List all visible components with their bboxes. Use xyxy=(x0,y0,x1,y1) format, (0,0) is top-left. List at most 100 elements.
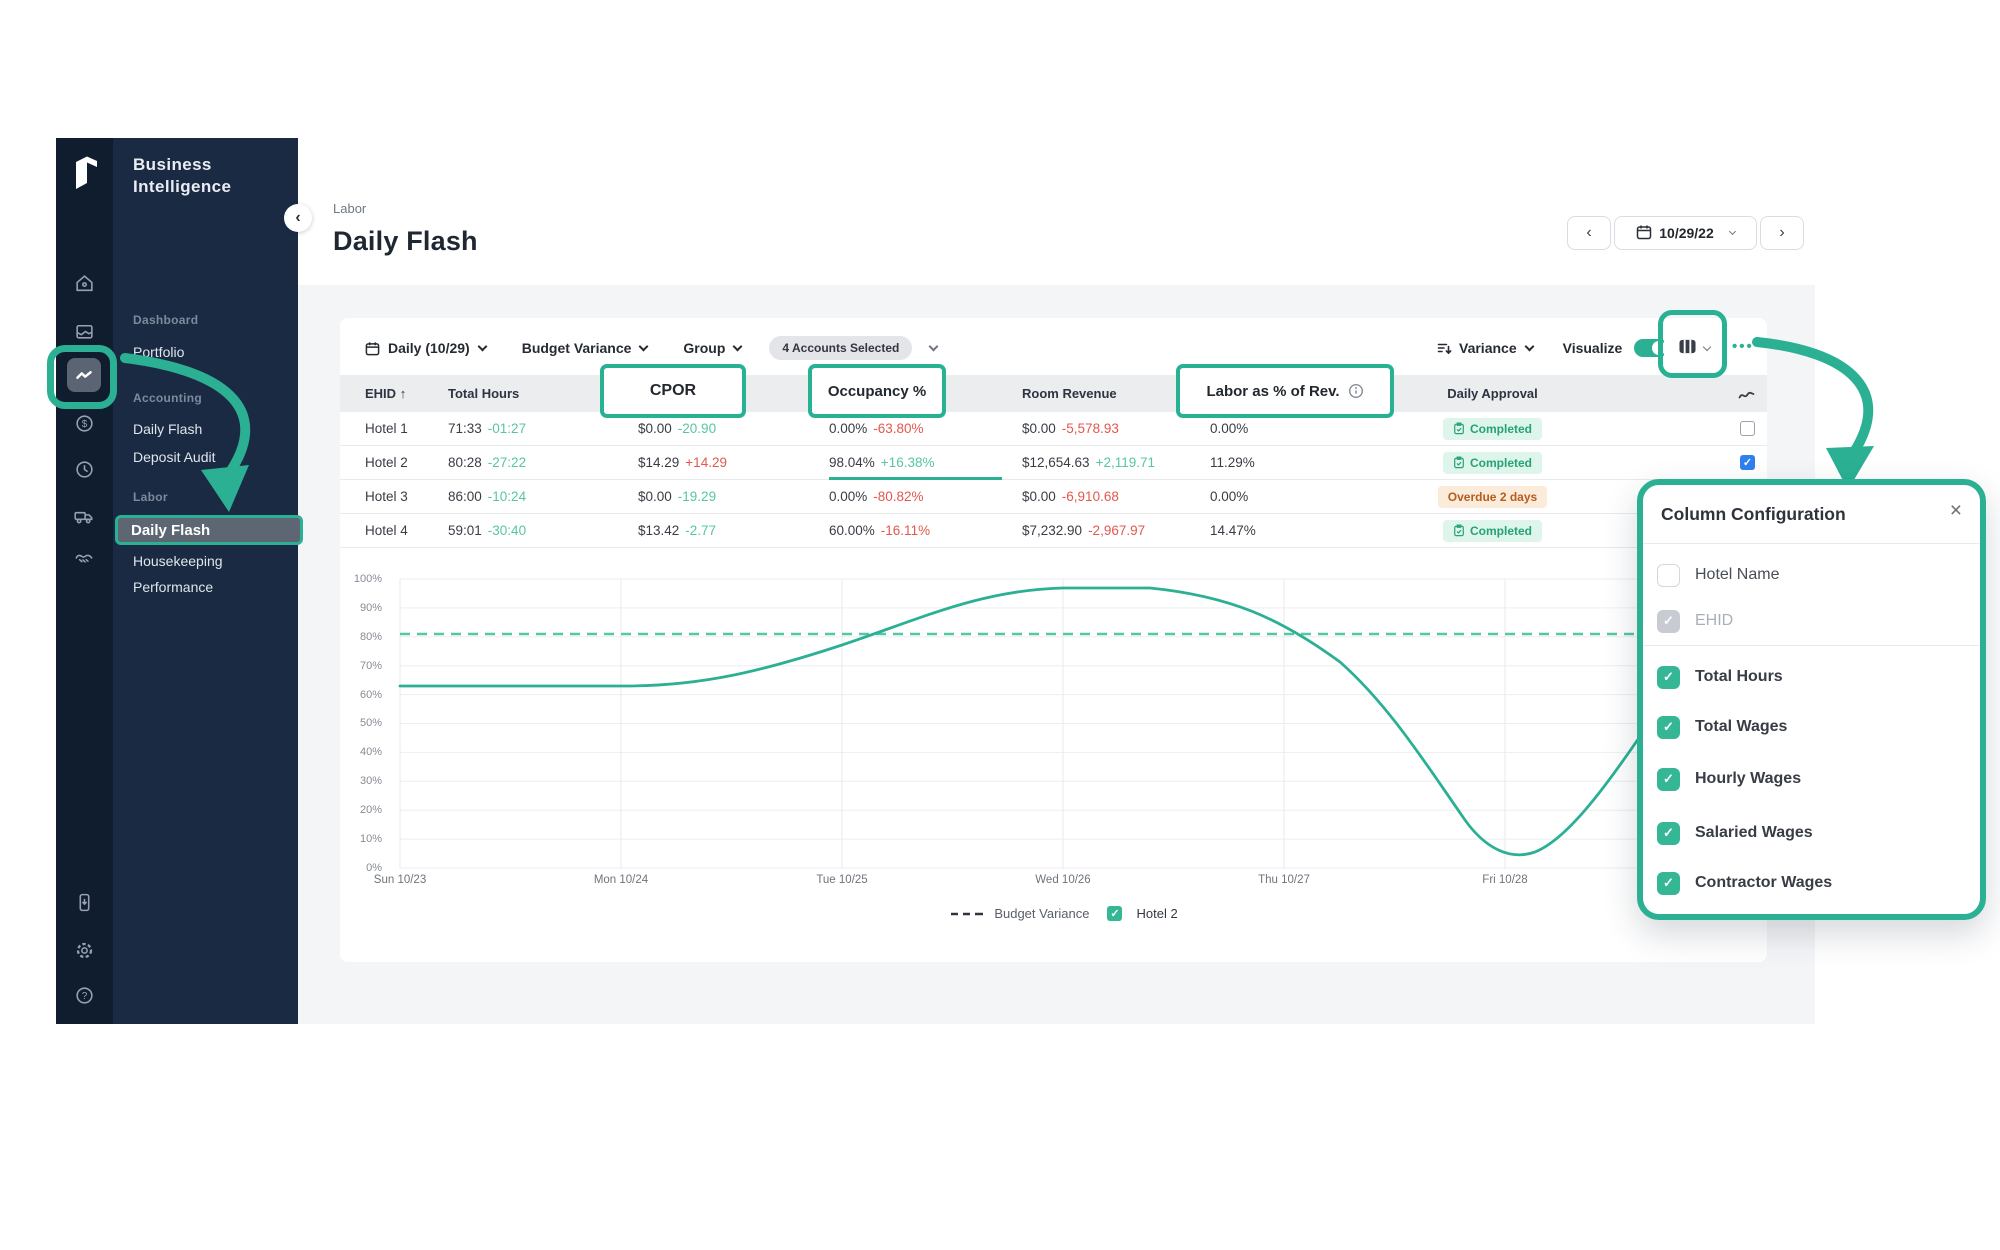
settings-gear-icon[interactable] xyxy=(67,933,101,967)
inbox-icon[interactable] xyxy=(67,314,101,348)
home-icon[interactable] xyxy=(67,266,101,300)
date-navigator: ‹ 10/29/22 › xyxy=(1567,216,1804,250)
column-header-labor-pct[interactable]: Labor as % of Rev. xyxy=(1206,382,1340,400)
dollar-icon[interactable]: $ xyxy=(67,406,101,440)
cell-occupancy: 60.00% -16.11% xyxy=(829,523,931,538)
svg-text:$: $ xyxy=(81,419,87,430)
y-tick: 0% xyxy=(366,862,382,874)
popup-item-contractor-wages[interactable]: Contractor Wages xyxy=(1657,871,1970,895)
y-tick: 60% xyxy=(359,689,382,701)
cell-approval: Completed xyxy=(1400,417,1585,440)
table-row[interactable]: Hotel 4 59:01 -30:40 $13.42 -2.77 60.00% -1… xyxy=(340,514,1767,548)
cell-revenue: $0.00 -6,910.68 xyxy=(1022,489,1119,504)
popup-item-total-wages[interactable]: Total Wages xyxy=(1657,715,1970,739)
help-icon[interactable]: ? xyxy=(67,978,101,1012)
date-picker[interactable]: 10/29/22 xyxy=(1614,216,1757,250)
popup-item-hourly-wages[interactable]: Hourly Wages xyxy=(1657,767,1970,791)
filter-toolbar: Daily (10/29) Budget Variance Group 4 Ac… xyxy=(365,330,939,366)
device-download-icon[interactable] xyxy=(67,885,101,919)
y-tick: 30% xyxy=(359,775,382,787)
popup-item-hotel-name[interactable]: Hotel Name xyxy=(1657,563,1970,587)
cell-labor-pct: 0.00% xyxy=(1210,421,1249,436)
column-header-ehid[interactable]: EHID ↑ xyxy=(365,386,407,401)
chevron-down-icon xyxy=(1524,341,1535,351)
truck-icon[interactable] xyxy=(67,499,101,533)
legend-hotel2-label: Hotel 2 xyxy=(1136,906,1178,921)
cell-ehid: Hotel 2 xyxy=(365,455,408,470)
section-dashboard: Dashboard xyxy=(133,313,199,327)
column-header-total-hours[interactable]: Total Hours xyxy=(448,386,520,401)
column-header-cpor[interactable]: CPOR xyxy=(649,382,697,399)
close-icon[interactable]: × xyxy=(1949,499,1962,522)
handshake-icon[interactable] xyxy=(67,541,101,575)
date-value: 10/29/22 xyxy=(1659,225,1714,241)
sidebar-item-housekeeping[interactable]: Housekeeping xyxy=(133,553,223,569)
legend-hotel2-checkbox[interactable] xyxy=(1107,906,1123,921)
view-toolbar: Variance Visualize xyxy=(1436,330,1669,366)
checkbox-checked[interactable] xyxy=(1657,665,1680,689)
date-next-button[interactable]: › xyxy=(1760,216,1804,250)
breadcrumb: Labor xyxy=(333,201,367,216)
hotel2-series-line xyxy=(398,586,1670,857)
date-prev-button[interactable]: ‹ xyxy=(1567,216,1611,250)
y-tick: 90% xyxy=(359,602,382,614)
x-tick: Sun 10/23 xyxy=(373,874,427,886)
checkbox-checked[interactable] xyxy=(1657,871,1680,895)
chart-legend: Budget Variance Hotel 2 xyxy=(388,906,1740,921)
variance-type-dropdown[interactable]: Budget Variance xyxy=(522,340,649,356)
checkbox-unchecked[interactable] xyxy=(1657,563,1680,587)
popup-item-total-hours[interactable]: Total Hours xyxy=(1657,665,1970,689)
sidebar-item-deposit-audit[interactable]: Deposit Audit xyxy=(133,449,216,465)
y-tick: 70% xyxy=(359,660,382,672)
column-header-occupancy[interactable]: Occupancy % xyxy=(827,382,927,400)
y-tick: 100% xyxy=(353,573,382,585)
y-tick: 80% xyxy=(359,631,382,643)
sidebar-item-daily-flash-labor-selected[interactable]: Daily Flash xyxy=(115,515,303,545)
table-row[interactable]: Hotel 1 71:33 -01:27 $0.00 -20.90 0.00% -63… xyxy=(340,412,1767,446)
column-config-button[interactable] xyxy=(1664,332,1724,366)
sidebar-item-daily-flash-accounting[interactable]: Daily Flash xyxy=(133,421,203,437)
trend-icon xyxy=(1738,391,1755,398)
sort-variance-dropdown[interactable]: Variance xyxy=(1436,340,1535,356)
row-checkbox-checked[interactable] xyxy=(1740,455,1755,470)
section-accounting: Accounting xyxy=(133,391,202,405)
column-header-daily-approval[interactable]: Daily Approval xyxy=(1447,386,1538,401)
table-row[interactable]: Hotel 2 80:28 -27:22 $14.29 +14.29 98.04% +… xyxy=(340,446,1767,480)
cell-hours: 59:01 -30:40 xyxy=(448,523,527,538)
sidebar-item-portfolio[interactable]: Portfolio xyxy=(133,344,185,360)
popup-item-salaried-wages[interactable]: Salaried Wages xyxy=(1657,821,1970,845)
sidebar-item-performance[interactable]: Performance xyxy=(133,579,214,595)
cell-hours: 80:28 -27:22 xyxy=(448,455,527,470)
checkbox-checked[interactable] xyxy=(1657,715,1680,739)
y-tick: 20% xyxy=(359,804,382,816)
visualize-label: Visualize xyxy=(1562,340,1623,356)
cell-labor-pct: 11.29% xyxy=(1210,455,1255,470)
selected-metric-underline xyxy=(829,477,1002,480)
checkbox-checked[interactable] xyxy=(1657,767,1680,791)
clipboard-icon xyxy=(1454,456,1464,469)
group-dropdown[interactable]: Group xyxy=(683,340,743,356)
cell-ehid: Hotel 4 xyxy=(365,523,408,538)
chevron-down-icon xyxy=(638,341,649,351)
sort-arrow-icon: ↑ xyxy=(399,386,407,401)
more-options-button[interactable]: ••• xyxy=(1732,338,1754,355)
column-configuration-popup: Column Configuration × Hotel Name EHID T… xyxy=(1637,479,1986,920)
table-row[interactable]: Hotel 3 86:00 -10:24 $0.00 -19.29 0.00% -80… xyxy=(340,480,1767,514)
checkbox-checked[interactable] xyxy=(1657,821,1680,845)
trend-chart-icon[interactable] xyxy=(67,358,101,392)
calendar-icon xyxy=(1636,224,1652,243)
chart-plot xyxy=(398,578,1727,869)
column-header-room-revenue[interactable]: Room Revenue xyxy=(1022,386,1117,401)
sidebar-collapse-button[interactable]: ‹ xyxy=(284,204,312,232)
x-tick: Thu 10/27 xyxy=(1258,874,1310,886)
period-dropdown[interactable]: Daily (10/29) xyxy=(365,340,488,356)
clock-icon[interactable] xyxy=(67,452,101,486)
accounts-pill[interactable]: 4 Accounts Selected xyxy=(769,336,913,360)
legend-budget-variance: Budget Variance xyxy=(994,906,1090,921)
info-icon[interactable] xyxy=(1348,383,1364,399)
section-labor: Labor xyxy=(133,490,168,504)
dashed-line-icon xyxy=(951,912,984,915)
accounts-selector[interactable]: 4 Accounts Selected xyxy=(769,336,939,360)
row-checkbox[interactable] xyxy=(1740,421,1755,436)
